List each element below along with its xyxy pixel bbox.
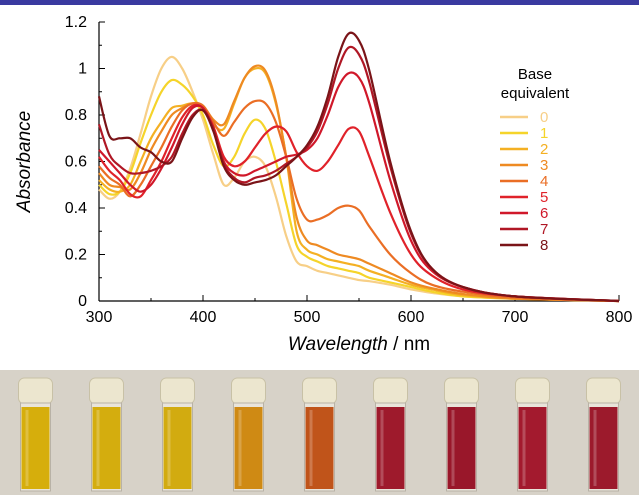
y-axis-label: Absorbance: [14, 111, 35, 213]
top-rule: [0, 0, 639, 5]
vial-liquid: [447, 407, 476, 489]
x-axis-label: Wavelength / nm: [288, 334, 430, 355]
vial-liquid: [21, 407, 50, 489]
series-layer: [97, 31, 620, 303]
x-axis-label-quantity: Wavelength: [288, 334, 388, 355]
x-tick-label: 500: [294, 309, 321, 326]
y-tick-label: 0: [78, 293, 87, 310]
vial: [302, 377, 337, 492]
y-tick-label: 0.2: [65, 247, 87, 264]
vial-highlight: [96, 410, 100, 486]
legend-label-7: 7: [540, 221, 548, 238]
axes: 300 400 500 600 700 800 0 0.2 0.4 0.6 0.8 1 1.2 Absor…: [14, 14, 632, 355]
legend-label-6: 6: [540, 205, 548, 222]
vial-liquid: [305, 407, 334, 489]
vial-cap: [302, 377, 337, 405]
vial-highlight: [451, 410, 455, 486]
vial-liquid: [589, 407, 618, 489]
vial-cap: [18, 377, 53, 405]
vial-cap: [586, 377, 621, 405]
vial-highlight: [25, 410, 29, 486]
x-tick-label: 600: [398, 309, 425, 326]
legend-label-8: 8: [540, 237, 548, 254]
y-tick-label: 1: [78, 61, 87, 78]
series-line-5: [98, 103, 620, 303]
y-tick-label: 1.2: [65, 14, 87, 31]
vial-highlight: [309, 410, 313, 486]
vial-cap: [89, 377, 124, 405]
y-tick-label: 0.4: [65, 200, 87, 217]
vial: [18, 377, 53, 492]
series-line-8: [97, 31, 620, 303]
vial-cap: [373, 377, 408, 405]
vial: [586, 377, 621, 492]
absorbance-chart: 300 400 500 600 700 800 0 0.2 0.4 0.6 0.8 1 1.2 Absor…: [14, 14, 632, 355]
x-tick-label: 300: [86, 309, 113, 326]
x-tick-label: 800: [606, 309, 633, 326]
vial-liquid: [518, 407, 547, 489]
vial-liquid: [234, 407, 263, 489]
legend-label-1: 1: [540, 125, 548, 142]
legend-label-4: 4: [540, 173, 548, 190]
vial-highlight: [167, 410, 171, 486]
legend-title-line2: equivalent: [501, 85, 570, 102]
vial-liquid: [92, 407, 121, 489]
x-tick-label: 400: [190, 309, 217, 326]
legend-label-0: 0: [540, 109, 548, 126]
vial-cap: [515, 377, 550, 405]
vial-cap: [444, 377, 479, 405]
series-line-0: [98, 55, 620, 303]
vial: [231, 377, 266, 492]
vial: [373, 377, 408, 492]
vial-cap: [160, 377, 195, 405]
vial: [89, 377, 124, 492]
series-line-7: [97, 45, 620, 303]
x-tick-label: 700: [502, 309, 529, 326]
vial-highlight: [380, 410, 384, 486]
legend-label-3: 3: [540, 157, 548, 174]
vial: [444, 377, 479, 492]
series-line-6: [98, 71, 620, 303]
vial-highlight: [238, 410, 242, 486]
vial-highlight: [522, 410, 526, 486]
x-axis-label-unit: / nm: [388, 334, 430, 355]
series-line-4: [98, 99, 620, 303]
y-tick-label: 0.8: [65, 107, 87, 124]
vial: [515, 377, 550, 492]
series-line-3: [98, 64, 620, 303]
vials: [18, 377, 621, 492]
vial-liquid: [163, 407, 192, 489]
vial: [160, 377, 195, 492]
series-line-1: [98, 78, 620, 303]
y-tick-label: 0.6: [65, 154, 87, 171]
vial-cap: [231, 377, 266, 405]
vial-highlight: [593, 410, 597, 486]
vials-photo: [0, 370, 639, 495]
legend-title-line1: Base: [518, 66, 552, 83]
legend-label-2: 2: [540, 141, 548, 158]
vial-liquid: [376, 407, 405, 489]
legend-label-5: 5: [540, 189, 548, 206]
